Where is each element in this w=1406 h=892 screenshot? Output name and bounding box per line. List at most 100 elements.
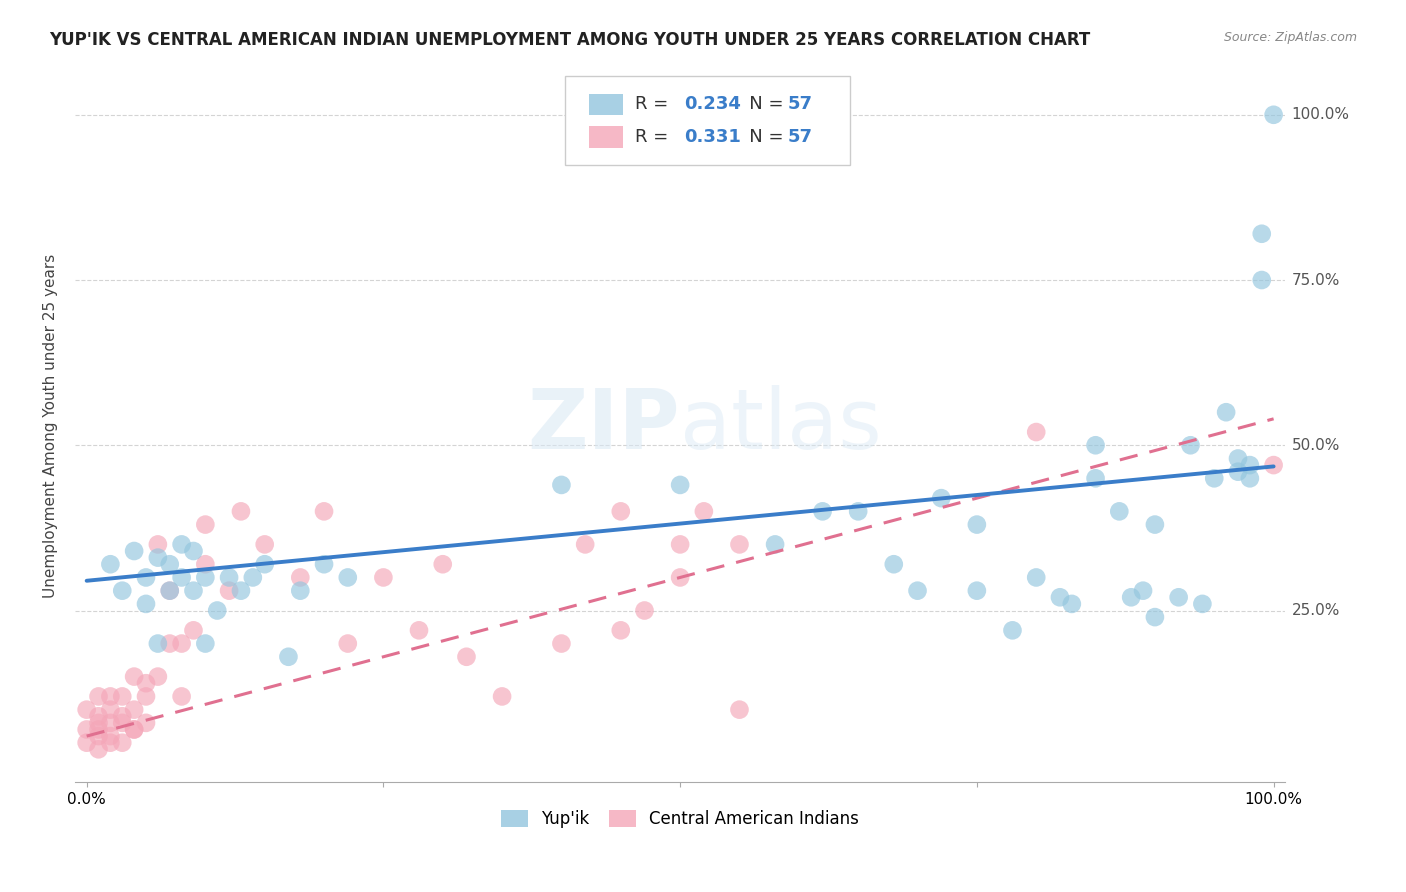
Point xyxy=(229,583,252,598)
Point xyxy=(253,537,276,551)
Text: 57: 57 xyxy=(787,128,813,146)
Point xyxy=(100,736,122,750)
Point xyxy=(159,583,181,598)
Point xyxy=(183,624,205,638)
Text: 0.331: 0.331 xyxy=(683,128,741,146)
Point xyxy=(1239,471,1261,485)
Point xyxy=(122,544,145,558)
Point xyxy=(1263,458,1285,472)
Point xyxy=(122,723,145,737)
Y-axis label: Unemployment Among Youth under 25 years: Unemployment Among Youth under 25 years xyxy=(44,253,58,598)
Point xyxy=(194,558,217,572)
Point xyxy=(1167,591,1189,605)
Point xyxy=(669,570,692,584)
Point xyxy=(1001,624,1024,638)
Point xyxy=(1215,405,1237,419)
Point xyxy=(229,504,252,518)
Text: Source: ZipAtlas.com: Source: ZipAtlas.com xyxy=(1223,31,1357,45)
Point xyxy=(1227,451,1250,466)
Text: 100.0%: 100.0% xyxy=(1292,107,1350,122)
Point xyxy=(100,690,122,704)
Point xyxy=(218,570,240,584)
Point xyxy=(432,558,454,572)
Point xyxy=(1049,591,1071,605)
Point xyxy=(76,723,98,737)
Point xyxy=(170,690,193,704)
Point xyxy=(111,709,134,723)
Point xyxy=(312,558,335,572)
Point xyxy=(205,603,228,617)
Point xyxy=(135,715,157,730)
Point xyxy=(693,504,716,518)
Point xyxy=(146,550,169,565)
Point xyxy=(408,624,430,638)
Point xyxy=(1143,517,1166,532)
Point xyxy=(87,690,110,704)
Point xyxy=(550,478,572,492)
Point xyxy=(159,558,181,572)
Point xyxy=(336,570,359,584)
Point xyxy=(159,583,181,598)
Point xyxy=(135,676,157,690)
Point xyxy=(76,736,98,750)
Point xyxy=(135,597,157,611)
Point xyxy=(610,624,633,638)
Text: 50.0%: 50.0% xyxy=(1292,438,1340,453)
Point xyxy=(633,603,655,617)
Point xyxy=(122,670,145,684)
Point xyxy=(610,504,633,518)
Text: N =: N = xyxy=(733,95,789,113)
Point xyxy=(170,537,193,551)
Point xyxy=(728,537,751,551)
Text: YUP'IK VS CENTRAL AMERICAN INDIAN UNEMPLOYMENT AMONG YOUTH UNDER 25 YEARS CORREL: YUP'IK VS CENTRAL AMERICAN INDIAN UNEMPL… xyxy=(49,31,1091,49)
Point xyxy=(1084,471,1107,485)
Point xyxy=(290,583,312,598)
Point xyxy=(1060,597,1083,611)
Point xyxy=(87,723,110,737)
Point xyxy=(290,570,312,584)
Text: 75.0%: 75.0% xyxy=(1292,273,1340,287)
Text: 25.0%: 25.0% xyxy=(1292,603,1340,618)
Point xyxy=(1143,610,1166,624)
Point xyxy=(1084,438,1107,452)
Legend: Yup'ik, Central American Indians: Yup'ik, Central American Indians xyxy=(495,803,866,835)
Point xyxy=(87,709,110,723)
Point xyxy=(218,583,240,598)
Point xyxy=(170,636,193,650)
Point xyxy=(183,544,205,558)
Point xyxy=(100,715,122,730)
Point xyxy=(87,742,110,756)
Point xyxy=(1132,583,1154,598)
Point xyxy=(194,570,217,584)
Point xyxy=(1204,471,1226,485)
Point xyxy=(1263,108,1285,122)
Point xyxy=(183,583,205,598)
Point xyxy=(194,517,217,532)
Point xyxy=(159,636,181,650)
Text: 57: 57 xyxy=(787,95,813,113)
Point xyxy=(122,723,145,737)
Point xyxy=(1191,597,1213,611)
Bar xyxy=(589,127,623,148)
Point xyxy=(1108,504,1130,518)
Point xyxy=(312,504,335,518)
Point xyxy=(846,504,869,518)
Point xyxy=(100,729,122,743)
Point xyxy=(491,690,513,704)
Point xyxy=(669,537,692,551)
Text: R =: R = xyxy=(636,95,675,113)
Point xyxy=(135,690,157,704)
Point xyxy=(194,636,217,650)
Point xyxy=(253,558,276,572)
Point xyxy=(883,558,905,572)
Point xyxy=(1250,273,1272,287)
Point xyxy=(456,649,478,664)
Point xyxy=(111,736,134,750)
FancyBboxPatch shape xyxy=(565,76,849,165)
Point xyxy=(122,703,145,717)
Point xyxy=(111,583,134,598)
Point xyxy=(907,583,929,598)
Point xyxy=(111,715,134,730)
Point xyxy=(1121,591,1143,605)
Text: R =: R = xyxy=(636,128,675,146)
